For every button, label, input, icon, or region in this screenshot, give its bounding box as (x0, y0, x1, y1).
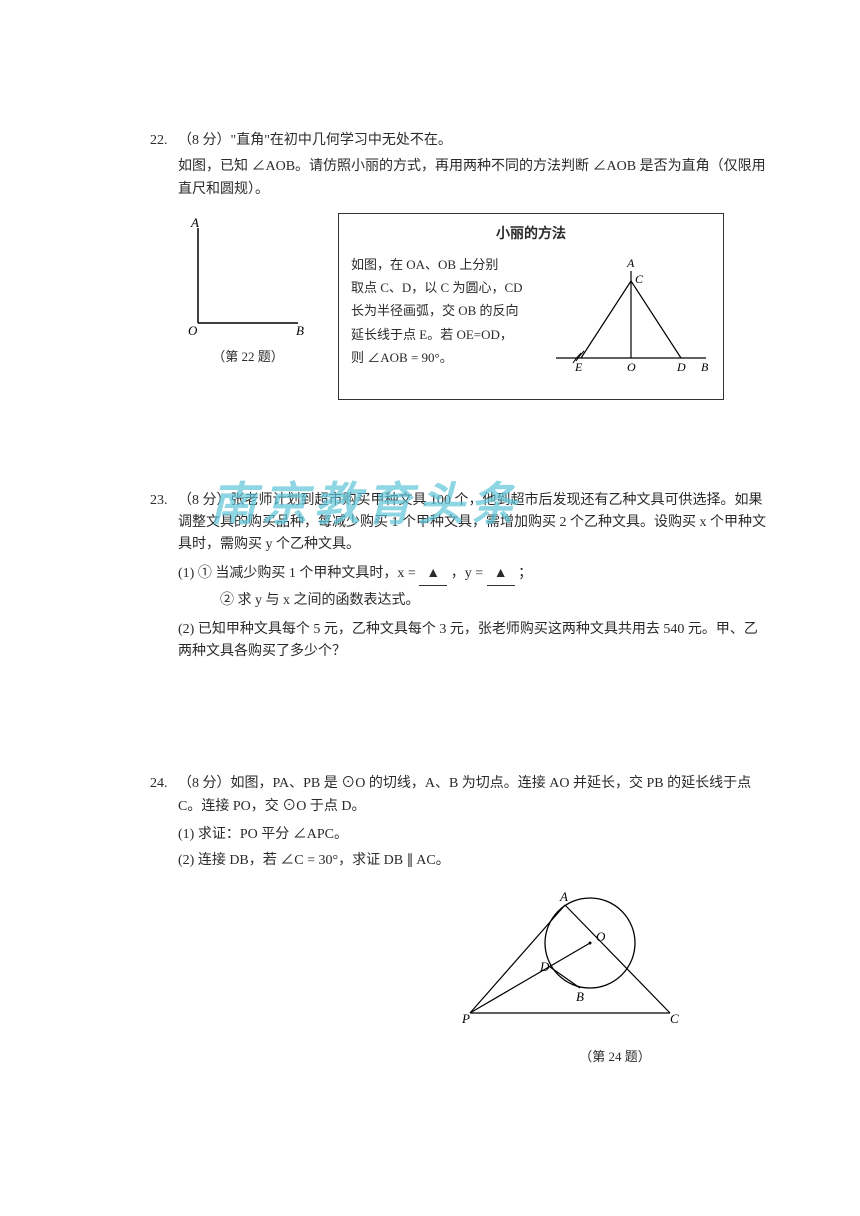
svg-text:C: C (635, 272, 644, 286)
problem-24: 24. （8 分）如图，PA、PB 是 ⊙O 的切线，A、B 为切点。连接 AO… (150, 773, 770, 1067)
q24-figure: A O D P B C （第 24 题） (460, 883, 770, 1068)
problem-22: 22. （8 分）"直角"在初中几何学习中无处不在。 如图，已知 ∠AOB。请仿… (150, 130, 770, 400)
svg-text:D: D (539, 959, 550, 974)
q22-bt4: 延长线于点 E。若 OE=OD， (351, 323, 543, 346)
q24-caption: （第 24 题） (460, 1047, 770, 1068)
q22-number: 22. (150, 130, 178, 152)
svg-text:B: B (576, 989, 584, 1004)
blank-y: ▲ (487, 563, 515, 586)
svg-text:O: O (627, 360, 636, 374)
q23-part1: (1) ① 当减少购买 1 个甲种文具时，x = (178, 566, 419, 581)
q22-box-text: 如图，在 OA、OB 上分别 取点 C、D，以 C 为圆心，CD 长为半径画弧，… (351, 253, 543, 383)
q23-number: 23. (150, 490, 178, 512)
q24-line1: 如图，PA、PB 是 ⊙O 的切线，A、B 为切点。连接 AO 并延长，交 PB… (178, 776, 751, 813)
q22-bt1: 如图，在 OA、OB 上分别 (351, 253, 543, 276)
svg-text:P: P (461, 1011, 470, 1026)
q24-part2: (2) 连接 DB，若 ∠C = 30°，求证 DB ∥ AC。 (178, 850, 770, 872)
watermark: 南京教育头条 (210, 468, 522, 542)
q23-part1-mid: ，y = (447, 566, 486, 581)
q22-box-figure: A C E O D B (551, 253, 711, 383)
svg-text:E: E (574, 360, 583, 374)
svg-text:B: B (701, 360, 709, 374)
q24-part1: (1) 求证：PO 平分 ∠APC。 (178, 824, 770, 846)
svg-text:D: D (676, 360, 686, 374)
page-content: 22. （8 分）"直角"在初中几何学习中无处不在。 如图，已知 ∠AOB。请仿… (0, 0, 860, 1168)
q22-left-caption: （第 22 题） (178, 347, 318, 368)
q22-bt2: 取点 C、D，以 C 为圆心，CD (351, 276, 543, 299)
q23-part1-end: ； (515, 566, 533, 581)
label-b: B (296, 323, 304, 338)
label-a: A (190, 215, 199, 230)
q23-part1b: ② 求 y 与 x 之间的函数表达式。 (178, 590, 770, 612)
q22-line1: "直角"在初中几何学习中无处不在。 (231, 133, 452, 148)
q24-number: 24. (150, 773, 178, 795)
q23-part2: (2) 已知甲种文具每个 5 元，乙种文具每个 3 元，张老师购买这两种文具共用… (178, 619, 770, 664)
svg-text:A: A (559, 889, 568, 904)
q22-method-box: 小丽的方法 如图，在 OA、OB 上分别 取点 C、D，以 C 为圆心，CD 长… (338, 213, 724, 399)
q22-bt3: 长为半径画弧，交 OB 的反向 (351, 299, 543, 322)
q22-points: （8 分） (178, 133, 231, 148)
svg-text:C: C (670, 1011, 679, 1026)
q22-line2: 如图，已知 ∠AOB。请仿照小丽的方式，再用两种不同的方法判断 ∠AOB 是否为… (178, 156, 770, 201)
q22-bt5: 则 ∠AOB = 90°。 (351, 346, 543, 369)
q22-left-figure: A O B （第 22 题） (178, 213, 318, 368)
q24-points: （8 分） (178, 776, 231, 791)
label-o: O (188, 323, 198, 338)
blank-x: ▲ (419, 563, 447, 586)
svg-text:A: A (626, 256, 635, 270)
q22-box-title: 小丽的方法 (351, 224, 711, 246)
svg-text:O: O (596, 929, 606, 944)
